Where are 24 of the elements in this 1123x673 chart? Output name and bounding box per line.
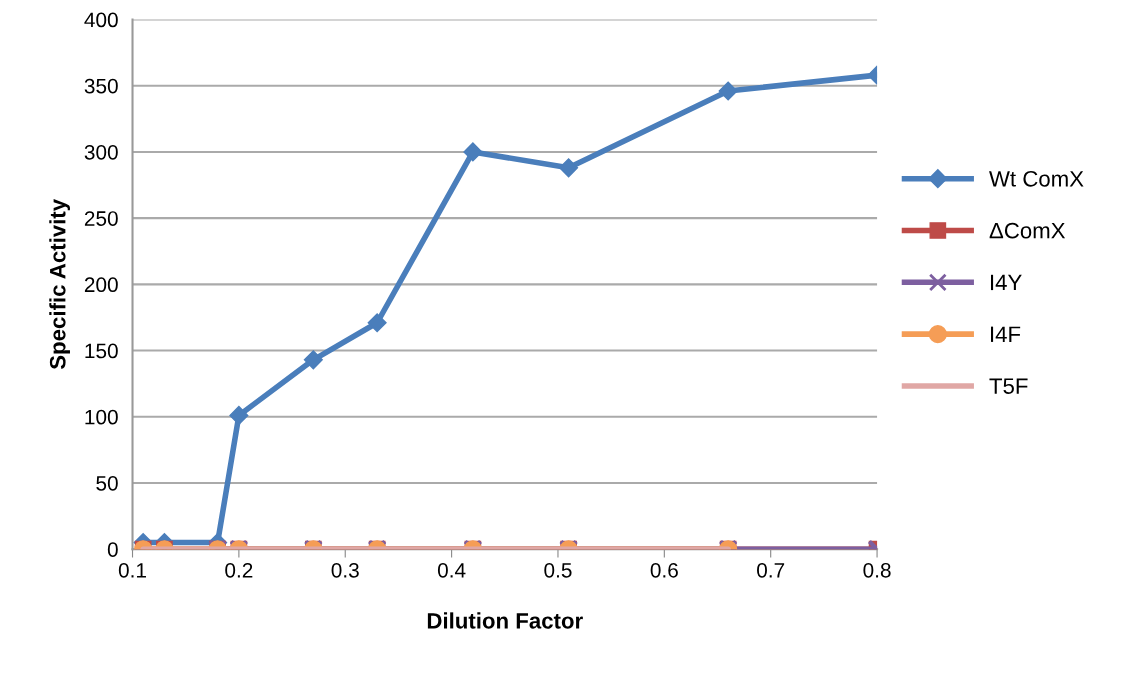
y-tick-label: 100 [85, 409, 118, 425]
y-axis-title: Specific Activity [49, 199, 70, 370]
legend-label: I4Y [991, 274, 1022, 291]
x-tick-label: 0.5 [544, 562, 572, 578]
legend-label: ΔComX [989, 222, 1066, 239]
x-tick-label: 0.2 [225, 562, 253, 578]
y-tick-label: 250 [84, 211, 118, 226]
y-tick-label: 200 [84, 277, 118, 293]
legend-label: I4F [991, 326, 1021, 342]
x-tick-label: 0.3 [331, 562, 359, 578]
y-tick-label: 400 [84, 12, 118, 28]
x-tick-label: 0.4 [437, 562, 466, 578]
y-tick-label: 50 [96, 475, 118, 491]
x-tick-label: 0.8 [863, 562, 891, 578]
y-tick-label: 150 [85, 343, 118, 359]
legend-label: Wt ComX [989, 170, 1084, 187]
x-tick-label: 0.6 [650, 562, 678, 578]
y-tick-label: 350 [84, 78, 118, 94]
legend-label: T5F [989, 378, 1028, 394]
x-tick-label: 0.7 [757, 562, 785, 578]
x-axis-title: Dilution Factor [427, 612, 583, 629]
x-tick-label: 0.1 [118, 562, 146, 578]
y-tick-label: 0 [107, 542, 118, 557]
y-tick-label: 300 [84, 144, 118, 160]
